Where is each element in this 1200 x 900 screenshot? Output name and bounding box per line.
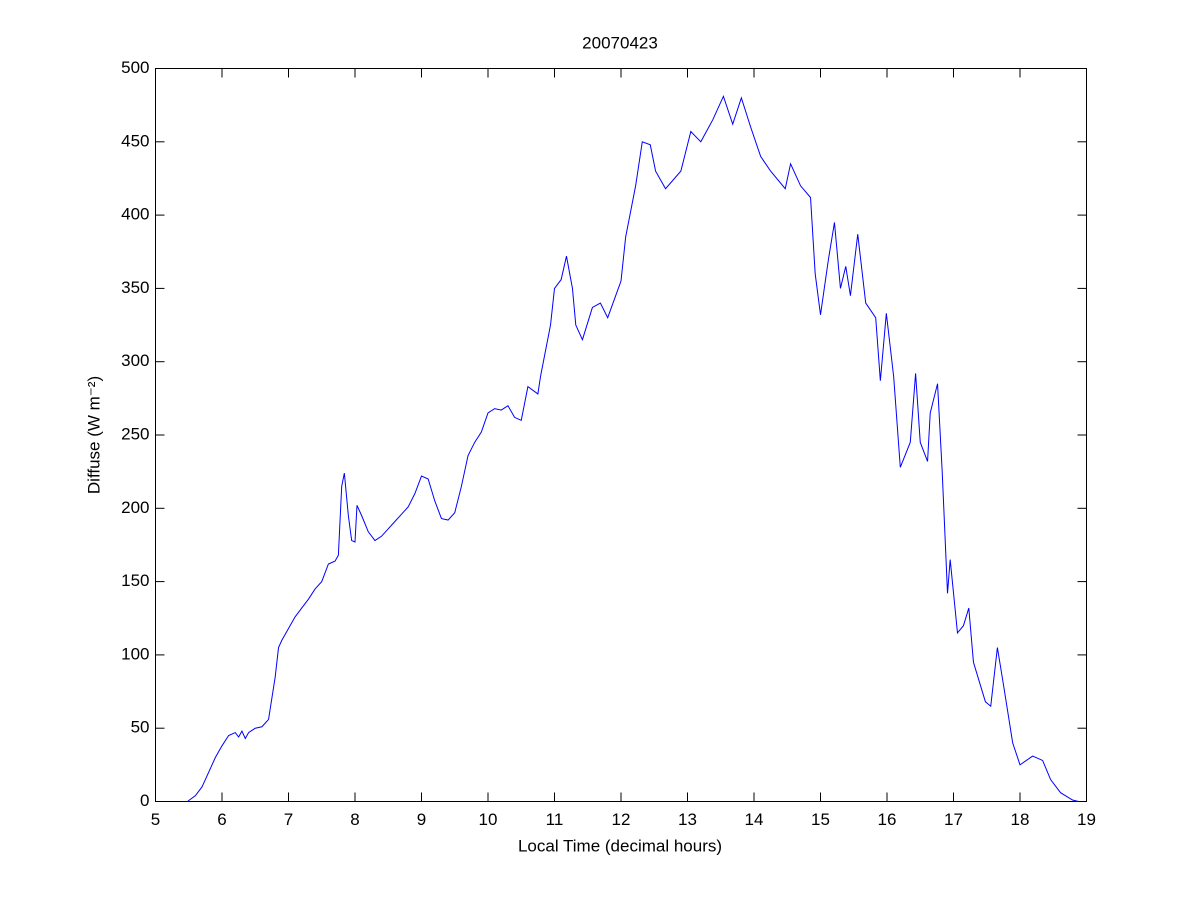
y-tick-label: 150 — [121, 571, 149, 590]
x-tick-label: 10 — [479, 810, 498, 829]
x-tick-label: 17 — [944, 810, 963, 829]
y-tick-label: 100 — [121, 644, 149, 663]
x-tick-label: 7 — [284, 810, 293, 829]
y-tick-label: 0 — [140, 791, 149, 810]
y-tick-label: 50 — [131, 718, 150, 737]
x-tick-label: 6 — [217, 810, 226, 829]
chart-title: 20070423 — [582, 33, 658, 52]
y-axis-label: Diffuse (W m⁻²) — [84, 376, 103, 494]
x-tick-label: 19 — [1077, 810, 1096, 829]
y-tick-label: 300 — [121, 351, 149, 370]
x-tick-label: 14 — [745, 810, 764, 829]
x-tick-label: 8 — [350, 810, 359, 829]
plot-box — [155, 68, 1087, 802]
y-tick-label: 500 — [121, 58, 149, 77]
x-tick-label: 11 — [546, 810, 564, 829]
y-tick-label: 200 — [121, 498, 149, 517]
y-tick-label: 350 — [121, 278, 149, 297]
x-tick-label: 13 — [678, 810, 697, 829]
y-tick-label: 400 — [121, 205, 149, 224]
y-tick-label: 250 — [121, 424, 149, 443]
x-axis-label: Local Time (decimal hours) — [518, 836, 722, 855]
x-tick-label: 16 — [878, 810, 897, 829]
x-tick-label: 5 — [151, 810, 160, 829]
x-tick-label: 12 — [612, 810, 631, 829]
data-line — [187, 94, 1079, 802]
x-tick-label: 18 — [1011, 810, 1030, 829]
y-tick-label: 450 — [121, 131, 149, 150]
x-tick-label: 15 — [811, 810, 830, 829]
x-tick-label: 9 — [417, 810, 426, 829]
